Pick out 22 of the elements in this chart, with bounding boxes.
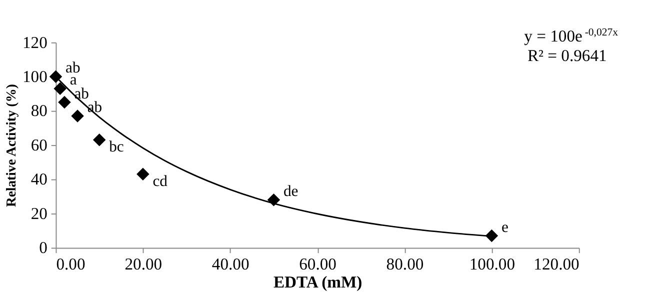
x-tick-label: 40.00 [212,254,250,274]
annotation: cd [152,172,168,190]
x-tick-label: 120.00 [534,254,580,274]
x-axis-title: EDTA (mM) [273,272,362,292]
y-tick-label: 60 [30,135,48,154]
y-tick-label: 120 [22,32,48,52]
x-tick-label: 0.00 [56,254,86,274]
annotation: ab [74,85,90,102]
y-tick-label: 40 [30,170,48,189]
y-axis-title: Relative Activity (%) [4,84,19,208]
x-tick-label: 60.00 [299,254,336,274]
y-tick-label: 100 [22,66,48,86]
y-tick-label: 80 [30,101,48,120]
x-tick-label: 80.00 [386,254,424,274]
annotation: bc [109,138,124,156]
y-tick-label: 20 [30,204,48,223]
x-tick-label: 20.00 [124,254,162,274]
y-tick-label: 0 [39,238,48,258]
annotation: de [283,182,298,200]
annotation: e [501,218,508,236]
x-tick-label: 100.00 [469,254,516,274]
annotation: R² = 0.9641 [527,46,607,65]
